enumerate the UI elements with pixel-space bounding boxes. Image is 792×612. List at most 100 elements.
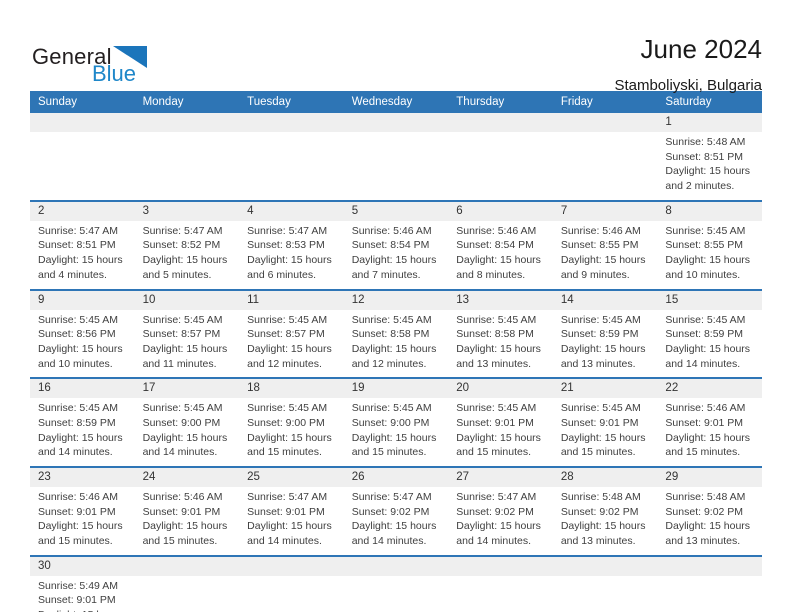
day-cell: 29 Sunrise: 5:48 AM Sunset: 9:02 PM Daylig… — [657, 468, 762, 555]
day-info-line: Sunrise: 5:46 AM — [38, 491, 118, 503]
day-info-line: Sunrise: 5:45 AM — [142, 402, 223, 415]
weekday-header-cell: Tuesday — [247, 96, 291, 108]
day-cell — [134, 113, 240, 200]
day-info-line: Daylight: 15 hours — [351, 431, 437, 444]
day-info-line: Sunrise: 5:45 AM — [351, 313, 432, 326]
day-info-line: Sunset: 9:02 PM — [665, 505, 744, 518]
calendar-week-row: 23 Sunrise: 5:46 AM Sunset: 9:01 PM Daylig… — [30, 466, 762, 555]
day-number — [343, 556, 449, 576]
calendar-week-row: 30 Sunrise: 5:49 AM Sunset: 9:01 PMDaylig… — [30, 554, 762, 612]
day-info-line: Sunrise: 5:46 AM — [665, 402, 746, 415]
day-cell — [448, 113, 553, 200]
day-info-line: Daylight: 15 hours — [142, 254, 228, 267]
day-number: 8 — [657, 201, 762, 221]
day-cell: 17 Sunrise: 5:45 AM Sunset: 9:00 PM Daylig… — [134, 379, 240, 466]
day-cell: 19 Sunrise: 5:45 AM Sunset: 9:00 PM Daylig… — [343, 379, 449, 466]
day-cell — [134, 556, 240, 612]
day-cell: 3 Sunrise: 5:47 AM Sunset: 8:52 PM Dayligh… — [134, 201, 240, 289]
day-info-line: Daylight: 15 hours — [560, 342, 646, 355]
day-number — [552, 113, 658, 132]
weekday-header-cell: Sunday — [38, 96, 78, 108]
day-info-line: Sunrise: 5:45 AM — [456, 402, 537, 415]
day-info-line: Sunset: 9:00 PM — [142, 416, 221, 429]
day-info — [239, 132, 344, 185]
day-info-line: Daylight: 15 hours — [38, 342, 123, 355]
day-cell: 1 Sunrise: 5:48 AM Sunset: 8:51 PM Dayligh… — [657, 113, 762, 200]
day-number — [657, 556, 762, 576]
day-info-line: Sunrise: 5:45 AM — [665, 224, 746, 237]
day-info-line: Daylight: 15 hours — [247, 254, 332, 267]
day-info: Sunrise: 5:46 AM Sunset: 8:55 PM Daylight:… — [553, 221, 658, 289]
day-info-line: Sunset: 9:02 PM — [456, 505, 534, 518]
day-number — [448, 113, 553, 132]
day-info-line: and 14 minutes. — [142, 446, 218, 459]
day-info — [239, 576, 344, 612]
day-number: 10 — [134, 290, 240, 310]
day-info: Sunrise: 5:47 AM Sunset: 9:02 PM Daylight:… — [344, 487, 449, 555]
weekday-header-cell: Monday — [142, 96, 184, 108]
day-number: 23 — [30, 468, 135, 487]
day-number — [30, 113, 135, 132]
day-info-line: and 14 minutes. — [247, 535, 322, 548]
day-number: 11 — [239, 290, 344, 310]
day-info-line: Sunrise: 5:47 AM — [247, 224, 328, 237]
day-info-line: Daylight: 15 hours — [142, 431, 228, 444]
day-info — [448, 576, 553, 612]
day-info-line: Sunset: 9:02 PM — [560, 505, 639, 518]
day-cell — [30, 113, 135, 200]
day-info-line: Daylight: 15 hours — [665, 254, 751, 267]
day-info: Sunrise: 5:45 AM Sunset: 8:57 PM Daylight:… — [239, 310, 344, 378]
day-info-line: Sunrise: 5:47 AM — [142, 224, 223, 237]
day-info-line: Sunrise: 5:47 AM — [351, 491, 432, 503]
day-info: Sunrise: 5:45 AM Sunset: 9:01 PM Daylight:… — [553, 398, 658, 466]
day-info-line: Sunrise: 5:45 AM — [247, 313, 328, 326]
day-info-line: Sunset: 9:01 PM — [247, 505, 325, 518]
day-info: Sunrise: 5:45 AM Sunset: 8:59 PM Daylight:… — [553, 310, 658, 378]
weekday-header-row: Sunday Monday Tuesday Wednesday Thursday Frid… — [30, 91, 762, 113]
day-info-line: Sunrise: 5:45 AM — [247, 402, 328, 415]
day-number — [448, 556, 553, 576]
day-info: Sunrise: 5:45 AM Sunset: 8:57 PM Daylight:… — [135, 310, 240, 378]
logo-word-general: General — [32, 44, 112, 69]
day-info-line: Sunrise: 5:48 AM — [665, 491, 746, 503]
day-info: Sunrise: 5:48 AM Sunset: 9:02 PM Daylight:… — [553, 487, 658, 555]
day-info: Sunrise: 5:45 AM Sunset: 8:58 PM Daylight:… — [448, 310, 553, 378]
day-info-line: and 15 minutes. — [38, 535, 113, 548]
day-info-line: Daylight: 15 hours — [247, 520, 332, 533]
day-cell — [657, 556, 762, 612]
day-info-line: Sunset: 9:01 PM — [560, 416, 639, 429]
day-info-line: Daylight: 15 hours — [351, 254, 437, 267]
calendar-table: Sunday Monday Tuesday Wednesday Thursday Frid… — [30, 91, 762, 612]
day-info-line: Sunrise: 5:46 AM — [456, 224, 537, 237]
day-info: Sunrise: 5:49 AM Sunset: 9:01 PMDaylight:… — [30, 576, 135, 612]
day-info-line: and 13 minutes. — [560, 535, 636, 548]
day-info-line: Daylight: 15 hours — [665, 520, 751, 533]
day-info-line: and 10 minutes. — [665, 268, 741, 281]
day-number — [239, 113, 344, 132]
day-cell: 7 Sunrise: 5:46 AM Sunset: 8:55 PM Dayligh… — [552, 201, 658, 289]
day-info-line: and 13 minutes. — [456, 357, 531, 370]
day-number: 14 — [552, 290, 658, 310]
day-number — [552, 556, 658, 576]
day-info-line: and 13 minutes. — [560, 357, 636, 370]
day-info — [448, 132, 553, 185]
day-cell: 18 Sunrise: 5:45 AM Sunset: 9:00 PM Daylig… — [239, 379, 344, 466]
day-number: 22 — [657, 379, 762, 399]
day-info-line: Daylight: 15 hours — [142, 342, 228, 355]
day-cell: 13 Sunrise: 5:45 AM Sunset: 8:58 PM Daylig… — [448, 290, 553, 378]
day-info-line: Daylight: 15 hours — [560, 254, 646, 267]
day-number: 21 — [552, 379, 658, 399]
day-number: 28 — [552, 468, 658, 487]
day-number: 1 — [657, 113, 762, 132]
day-info-line: Daylight: 15 hours — [351, 342, 437, 355]
day-number: 9 — [30, 290, 135, 310]
day-cell — [239, 556, 344, 612]
day-info-line: and 10 minutes. — [38, 357, 113, 370]
day-info — [344, 132, 449, 185]
day-info — [344, 576, 449, 612]
day-cell: 5 Sunrise: 5:46 AM Sunset: 8:54 PM Dayligh… — [343, 201, 449, 289]
day-info-line: and 15 minutes. — [247, 446, 322, 459]
day-info-line: Daylight: 15 hours — [38, 608, 131, 612]
day-info: Sunrise: 5:45 AM Sunset: 9:00 PM Daylight:… — [239, 398, 344, 466]
calendar-weeks: 1 Sunrise: 5:48 AM Sunset: 8:51 PM Dayligh… — [30, 113, 762, 612]
